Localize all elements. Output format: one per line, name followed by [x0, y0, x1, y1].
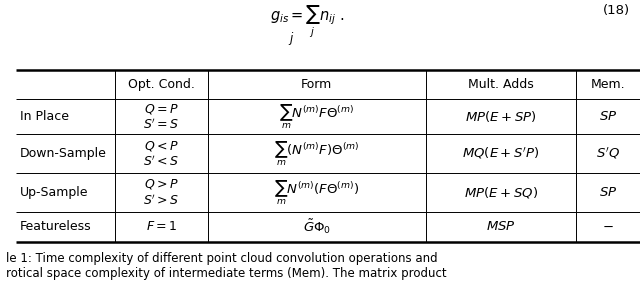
- Text: $\sum_m N^{(m)} \left(F\Theta^{(m)}\right)$: $\sum_m N^{(m)} \left(F\Theta^{(m)}\righ…: [274, 178, 360, 206]
- Text: $\sum_m \left(N^{(m)}F\right)\Theta^{(m)}$: $\sum_m \left(N^{(m)}F\right)\Theta^{(m)…: [274, 140, 360, 168]
- Text: $j$: $j$: [288, 30, 294, 47]
- Text: $MSP$: $MSP$: [486, 220, 516, 233]
- Text: Form: Form: [301, 78, 332, 91]
- Text: $\tilde{G}\Phi_0$: $\tilde{G}\Phi_0$: [303, 217, 331, 236]
- Text: $\sum_m N^{(m)}F\Theta^{(m)}$: $\sum_m N^{(m)}F\Theta^{(m)}$: [279, 102, 355, 131]
- Text: $S^{\prime} = S$: $S^{\prime} = S$: [143, 117, 180, 132]
- Text: $MQ(E + S^{\prime}P)$: $MQ(E + S^{\prime}P)$: [462, 146, 540, 162]
- Text: (18): (18): [604, 4, 630, 17]
- Text: Opt. Cond.: Opt. Cond.: [128, 78, 195, 91]
- Text: $S^{\prime} > S$: $S^{\prime} > S$: [143, 193, 180, 208]
- Text: $SP$: $SP$: [599, 186, 617, 199]
- Text: $F = 1$: $F = 1$: [146, 220, 177, 233]
- Text: $Q < P$: $Q < P$: [144, 139, 179, 153]
- Text: In Place: In Place: [20, 110, 69, 123]
- Text: $S^{\prime}Q$: $S^{\prime}Q$: [596, 146, 620, 162]
- Text: Mult. Adds: Mult. Adds: [468, 78, 534, 91]
- Text: le 1: Time complexity of different point cloud convolution operations and
rotica: le 1: Time complexity of different point…: [6, 252, 447, 280]
- Text: $MP(E + SP)$: $MP(E + SP)$: [465, 109, 536, 124]
- Text: $S^{\prime} < S$: $S^{\prime} < S$: [143, 154, 180, 169]
- Text: $Q = P$: $Q = P$: [144, 102, 179, 116]
- Text: Mem.: Mem.: [591, 78, 625, 91]
- Text: $-$: $-$: [602, 220, 614, 233]
- Text: $g_{is} = \sum_j n_{ij}\ .$: $g_{is} = \sum_j n_{ij}\ .$: [270, 4, 344, 40]
- Text: Up-Sample: Up-Sample: [20, 186, 88, 199]
- Text: Featureless: Featureless: [20, 220, 92, 233]
- Text: $MP(E + SQ)$: $MP(E + SQ)$: [464, 185, 538, 200]
- Text: Down-Sample: Down-Sample: [20, 147, 107, 160]
- Text: $Q > P$: $Q > P$: [144, 177, 179, 191]
- Text: $SP$: $SP$: [599, 110, 617, 123]
